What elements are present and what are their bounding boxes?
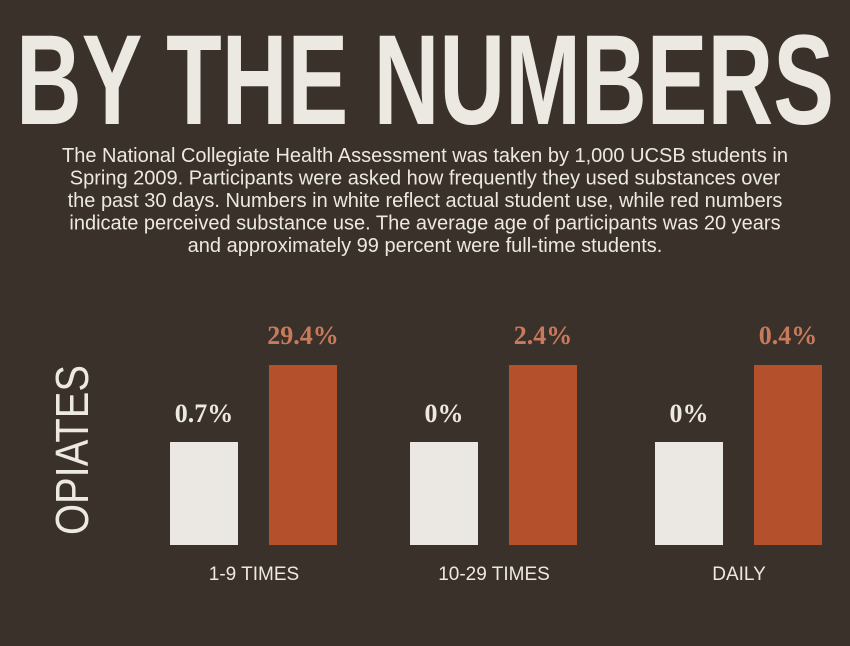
group-label: 1-9 TIMES (209, 564, 299, 585)
side-label: OPIATES (46, 365, 98, 535)
description-line: Spring 2009. Participants were asked how… (70, 168, 781, 190)
actual-value: 0% (670, 399, 709, 428)
actual-bar (170, 442, 238, 545)
description-line: The National Collegiate Health Assessmen… (62, 145, 788, 167)
perceived-value: 29.4% (267, 321, 339, 350)
perceived-bar (509, 365, 577, 545)
group-label: DAILY (712, 564, 766, 585)
actual-bar (410, 442, 478, 545)
perceived-bar (269, 365, 337, 545)
description: The National Collegiate Health Assessmen… (62, 145, 788, 257)
actual-bar (655, 442, 723, 545)
group-label: 10-29 TIMES (438, 564, 550, 585)
actual-value: 0.7% (175, 399, 234, 428)
description-line: the past 30 days. Numbers in white refle… (68, 190, 783, 212)
title: BY THE NUMBERS (16, 9, 834, 152)
description-line: and approximately 99 percent were full-t… (188, 235, 663, 257)
perceived-bar (754, 365, 822, 545)
description-line: indicate perceived substance use. The av… (69, 213, 780, 235)
perceived-value: 0.4% (759, 321, 818, 350)
actual-value: 0% (425, 399, 464, 428)
perceived-value: 2.4% (514, 321, 573, 350)
groups: 0.7% 29.4% 1-9 TIMES 0% 2.4% 10-29 TIMES 0% 0.4… (170, 321, 822, 585)
